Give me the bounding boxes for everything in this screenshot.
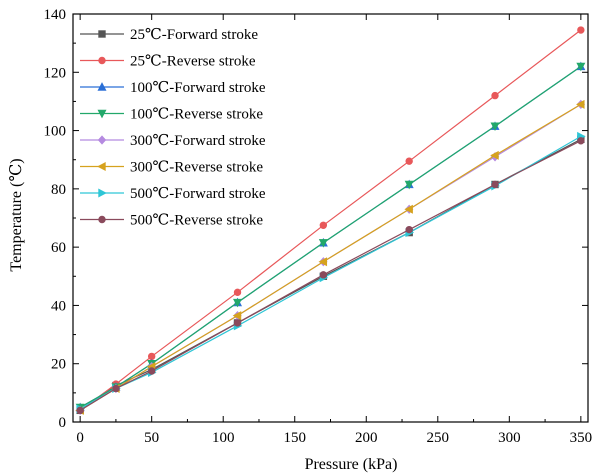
- y-axis-ticks: 0 20 40 60 80 100 120 140: [44, 7, 588, 431]
- legend-item: 500℃-Reverse stroke: [80, 213, 263, 229]
- legend-marker: [97, 82, 107, 91]
- x-tick-label: 100: [212, 430, 235, 446]
- data-point: [318, 239, 328, 248]
- legend-label: 300℃-Reverse stroke: [130, 160, 263, 176]
- legend-item: 100℃-Reverse stroke: [80, 107, 263, 123]
- data-point: [491, 91, 499, 100]
- legend-marker: [98, 215, 106, 224]
- series-layer: [75, 26, 586, 415]
- legend-item: 100℃-Forward stroke: [80, 80, 266, 96]
- y-tick-label: 40: [51, 298, 66, 314]
- legend-label: 500℃-Reverse stroke: [130, 213, 263, 229]
- data-point: [76, 406, 84, 415]
- data-point: [491, 180, 499, 189]
- data-point: [319, 271, 328, 279]
- legend-label: 500℃-Forward stroke: [130, 186, 266, 202]
- data-point: [233, 288, 242, 297]
- legend-marker: [98, 56, 106, 65]
- legend-marker: [97, 135, 107, 145]
- x-tick-label: 300: [498, 430, 521, 446]
- legend-marker: [98, 30, 106, 38]
- data-point: [576, 99, 585, 109]
- y-tick-label: 60: [51, 240, 66, 256]
- legend-item: 300℃-Reverse stroke: [80, 160, 263, 176]
- data-point: [232, 311, 242, 321]
- data-point: [233, 298, 243, 308]
- legend-item: 300℃-Forward stroke: [80, 133, 266, 149]
- data-point: [577, 26, 585, 34]
- legend-item: 25℃-Forward stroke: [80, 27, 258, 43]
- y-tick-label: 0: [59, 415, 67, 431]
- x-axis-ticks: 0 50 100 150 200 250 300 350: [76, 14, 592, 446]
- legend-item: 500℃-Forward stroke: [80, 186, 266, 202]
- y-axis-title: Temperature (℃): [8, 158, 25, 271]
- data-point: [490, 122, 500, 132]
- y-tick-label: 80: [51, 182, 66, 198]
- x-tick-label: 0: [76, 430, 84, 446]
- data-point: [490, 150, 499, 160]
- y-tick-label: 140: [44, 7, 67, 23]
- y-tick-label: 20: [51, 357, 66, 373]
- data-point: [147, 367, 156, 375]
- data-point: [404, 204, 413, 214]
- legend-item: 25℃-Reverse stroke: [80, 54, 256, 70]
- data-point: [318, 257, 328, 267]
- x-tick-label: 50: [144, 430, 159, 446]
- x-tick-label: 350: [570, 430, 593, 446]
- data-point: [112, 384, 120, 393]
- legend-label: 100℃-Reverse stroke: [130, 107, 263, 123]
- x-tick-label: 200: [355, 430, 378, 446]
- legend-marker: [97, 109, 107, 119]
- series-line: [79, 65, 582, 408]
- series-line: [79, 103, 582, 411]
- legend-marker: [97, 162, 106, 171]
- x-tick-label: 150: [283, 430, 306, 446]
- data-point: [576, 62, 586, 72]
- legend-label: 25℃-Forward stroke: [130, 27, 258, 43]
- x-axis-title: Pressure (kPa): [305, 456, 398, 473]
- data-point: [404, 180, 414, 190]
- legend-label: 25℃-Reverse stroke: [130, 54, 256, 70]
- x-tick-label: 250: [427, 430, 450, 446]
- series-line: [79, 29, 582, 411]
- data-point: [405, 225, 413, 234]
- legend-label: 100℃-Forward stroke: [130, 80, 266, 96]
- data-point: [233, 319, 242, 327]
- data-point: [577, 137, 585, 145]
- legend: 25℃-Forward stroke 25℃-Reverse stroke 100℃…: [80, 27, 266, 229]
- legend-marker: [98, 188, 107, 198]
- data-point: [319, 221, 328, 229]
- series-line: [79, 140, 582, 411]
- series-8: [76, 137, 585, 415]
- data-point: [147, 352, 156, 361]
- y-tick-label: 120: [44, 65, 67, 81]
- y-tick-label: 100: [44, 124, 67, 140]
- legend-label: 300℃-Forward stroke: [130, 133, 266, 149]
- data-point: [405, 157, 413, 165]
